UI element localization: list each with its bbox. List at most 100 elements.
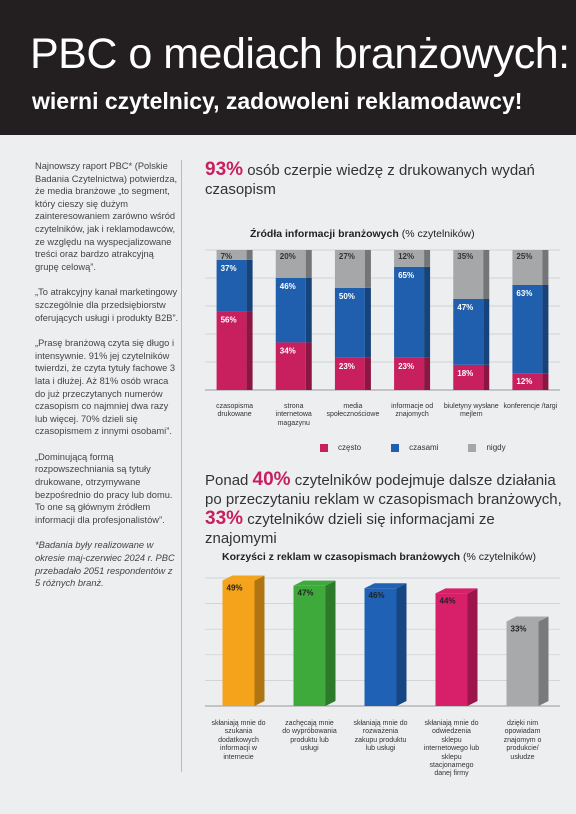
legend-label: często xyxy=(338,443,362,452)
bar-segment-side xyxy=(424,266,431,358)
chart1-title: Źródła informacji branżowych (% czytelni… xyxy=(250,228,475,240)
bar-segment-side xyxy=(542,250,549,285)
data-label: 23% xyxy=(339,362,355,371)
data-label: 18% xyxy=(457,369,473,378)
footnote: *Badania były realizowane w okresie maj-… xyxy=(35,540,175,589)
bar-segment xyxy=(275,342,306,390)
headline-1: 93% osób czerpie wiedzę z drukowanych wy… xyxy=(205,160,545,199)
data-label: 20% xyxy=(280,252,296,261)
bar-segment-side xyxy=(542,285,549,374)
headline-2: Ponad 40% czytelników podejmuje dalsze d… xyxy=(205,470,565,548)
legend-swatch-czesto xyxy=(320,443,328,452)
bar-segment xyxy=(216,311,247,390)
data-label: 33% xyxy=(511,625,527,634)
data-label: 25% xyxy=(516,252,532,261)
bar-side xyxy=(254,575,265,706)
bar-top xyxy=(364,583,407,589)
headline-1-text: osób czerpie wiedzę z drukowanych wydań … xyxy=(205,162,535,198)
bar-segment xyxy=(512,285,543,374)
bar-segment-side xyxy=(305,342,312,390)
bar-segment-side xyxy=(246,259,253,312)
bar xyxy=(506,621,539,706)
bar-segment xyxy=(453,364,484,390)
bar-segment xyxy=(216,259,247,312)
data-label: 44% xyxy=(440,596,456,605)
headline-2-text: czytelników dzieli się informacjami ze z… xyxy=(205,511,495,547)
data-label: 35% xyxy=(457,252,473,261)
bar-side xyxy=(467,588,478,706)
data-label: 23% xyxy=(398,362,414,371)
bar-segment xyxy=(275,250,306,278)
bar-segment-side xyxy=(424,250,431,267)
bar-segment-side xyxy=(246,250,253,260)
bar-top xyxy=(222,575,265,581)
x-tick-label: zachęcają mnie do wypróbowania produktu … xyxy=(282,720,337,753)
data-label: 46% xyxy=(280,282,296,291)
intro-paragraph: Najnowszy raport PBC* (Polskie Badania C… xyxy=(35,161,178,272)
bar-segment xyxy=(453,250,484,299)
x-tick-label: czasopisma drukowane xyxy=(216,403,254,419)
chart2-title-rest: (% czytelników) xyxy=(460,551,536,563)
chart1-legend: często czasami nigdy xyxy=(320,443,506,452)
quote-paragraph: „Prasę branżową czyta się długo i intens… xyxy=(35,338,176,437)
quote-paragraph: „To atrakcyjny kanał marketingowy szczeg… xyxy=(35,287,179,323)
bar-segment-side xyxy=(483,299,490,365)
chart2-title: Korzyści z reklam w czasopismach branżow… xyxy=(222,551,536,563)
x-tick-label: strona internetowa magazynu xyxy=(275,403,312,427)
headline-2-text: po przeczytaniu reklam w czasopismach br… xyxy=(205,491,562,508)
bar-segment-side xyxy=(364,287,371,358)
data-label: 27% xyxy=(339,252,355,261)
bar-segment xyxy=(453,299,484,365)
data-label: 47% xyxy=(298,589,314,598)
headline-2-text: Ponad xyxy=(205,472,253,489)
bar-segment xyxy=(512,373,543,390)
legend-label: nigdy xyxy=(486,443,506,452)
data-label: 46% xyxy=(369,591,385,600)
bar-segment-side xyxy=(364,357,371,390)
x-tick-label: media społecznościowe xyxy=(326,403,380,419)
header-banner: PBC o mediach branżowych: wierni czyteln… xyxy=(0,0,576,135)
data-label: 34% xyxy=(280,346,296,355)
x-tick-label: biuletyny wysłane mejlem xyxy=(443,403,499,419)
data-label: 63% xyxy=(516,289,532,298)
x-tick-label: skłaniają mnie do rozważenia zakupu prod… xyxy=(353,720,408,753)
headline-2-percent: 40% xyxy=(252,469,291,490)
bar-segment-side xyxy=(305,250,312,278)
data-label: 7% xyxy=(221,252,233,261)
x-tick-label: informacje od znajomych xyxy=(391,403,434,419)
data-label: 56% xyxy=(221,316,237,325)
left-column: Najnowszy raport PBC* (Polskie Badania C… xyxy=(35,160,180,603)
page-subtitle: wierni czytelnicy, zadowoleni reklamodaw… xyxy=(32,88,523,114)
data-label: 47% xyxy=(457,303,473,312)
x-tick-label: skłaniają mnie do szukania dodatkowych i… xyxy=(211,720,266,761)
bar-segment xyxy=(334,250,365,288)
bar-side xyxy=(538,616,549,706)
bar-segment xyxy=(394,266,425,358)
bar-segment xyxy=(394,250,425,267)
bar-segment-side xyxy=(424,357,431,390)
headline-2-percent: 33% xyxy=(205,508,244,529)
data-label: 37% xyxy=(221,264,237,273)
bar-segment-side xyxy=(483,364,490,390)
data-label: 12% xyxy=(398,252,414,261)
bar-segment-side xyxy=(364,250,371,288)
legend-label: czasami xyxy=(409,443,439,452)
bar-top xyxy=(293,580,336,586)
bar-segment xyxy=(512,250,543,285)
headline-2-text: czytelników podejmuje dalsze działania xyxy=(290,472,556,489)
bar-segment-side xyxy=(483,250,490,299)
headline-1-percent: 93% xyxy=(205,159,244,180)
bar xyxy=(435,593,468,706)
bar-segment-side xyxy=(305,278,312,343)
bar-segment xyxy=(275,278,306,343)
bar-segment xyxy=(334,287,365,358)
column-divider xyxy=(181,160,182,772)
bar xyxy=(293,585,326,706)
data-label: 65% xyxy=(398,271,414,280)
chart1-title-rest: (% czytelników) xyxy=(398,228,475,240)
data-label: 50% xyxy=(339,292,355,301)
bar-segment xyxy=(394,357,425,390)
legend-swatch-nigdy xyxy=(468,443,477,452)
bar-side xyxy=(396,583,407,706)
bar xyxy=(222,580,255,706)
